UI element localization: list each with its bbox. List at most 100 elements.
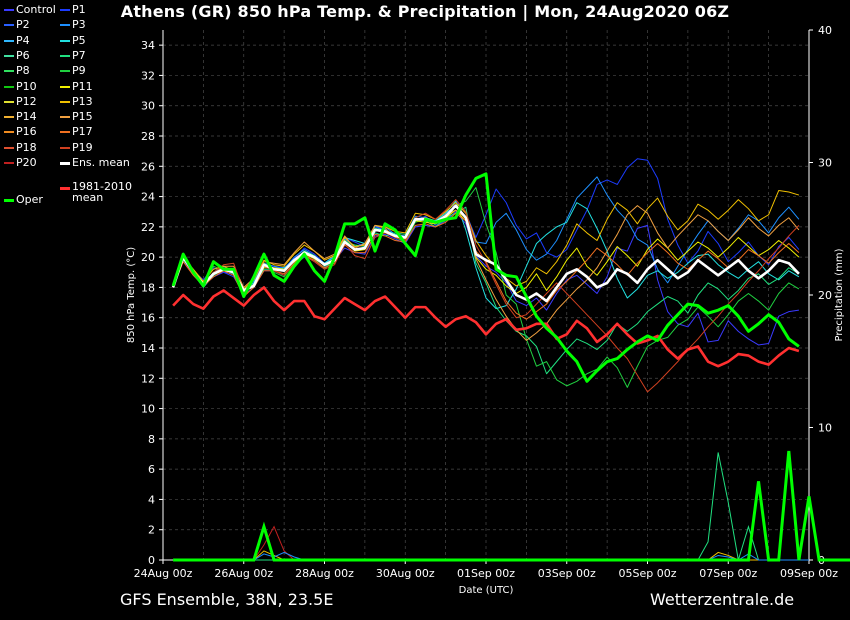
x-axis-label: Date (UTC) [459,585,514,596]
footer-source: Wetterzentrale.de [650,590,795,609]
legend-label: P14 [16,110,37,124]
y-tick-label: 18 [141,281,155,294]
legend-swatch [60,186,70,190]
legend-label: P4 [16,33,30,47]
legend-swatch [60,54,70,57]
legend-swatch [60,9,70,11]
y-tick-label: 0 [148,554,155,567]
y-tick-label: 6 [148,463,155,476]
legend-entry: P16 [4,125,37,138]
legend-swatch [4,162,14,164]
y-tick-label: 14 [141,342,155,355]
y-tick-label: 32 [141,69,155,82]
legend-label: P11 [72,79,93,93]
y-tick-label: 16 [141,312,155,325]
legend-swatch [4,54,14,57]
grid [162,30,810,561]
series-line-1981-2010-mean [172,286,800,368]
legend-swatch [60,24,70,27]
x-tick-label: 05Sep 00z [619,567,677,580]
footer-model-info: GFS Ensemble, 38N, 23.5E [120,590,334,609]
legend-label: Control [16,3,56,16]
legend-swatch [60,131,70,134]
y-tick-label: 12 [141,372,155,385]
legend-label: P1 [72,3,86,16]
legend-entry: P2 [4,18,30,31]
legend-entry: P10 [4,80,37,93]
x-tick-label: 01Sep 00z [457,567,515,580]
legend-label: P16 [16,125,37,139]
y2-tick-label: 30 [818,157,832,170]
legend-swatch [4,131,14,134]
legend-label: P18 [16,140,37,154]
legend-entry: P12 [4,95,37,108]
x-tick-label: 24Aug 00z [134,567,193,580]
legend-entry: P20 [4,156,37,169]
y-tick-label: 34 [141,39,155,52]
legend-label: 1981-2010 mean [72,180,132,204]
legend-swatch [60,100,70,103]
legend-entry: P15 [60,110,93,123]
legend-label: P15 [72,110,93,124]
legend-label: P8 [16,64,30,78]
legend-label: P9 [72,64,86,78]
legend-swatch [4,146,14,149]
x-tick-label: 09Sep 00z [780,567,838,580]
legend-entry: 1981-2010 mean [60,181,142,203]
legend-label: P7 [72,48,86,62]
x-tick-label: 28Aug 00z [295,567,354,580]
legend-label: P6 [16,48,30,62]
y-tick-label: 8 [148,433,155,446]
legend-label: P2 [16,18,30,32]
legend-label: P17 [72,125,93,139]
series-line-p9 [172,186,800,388]
legend-label: P20 [16,156,37,169]
x-axis-ticks: 24Aug 00z 26Aug 00z 28Aug 00z 30Aug 00z 01Se… [134,560,838,580]
legend-entry: Control [4,3,56,16]
legend-swatch [4,70,14,73]
legend-entry: P17 [60,125,93,138]
legend-swatch [4,198,14,202]
y-tick-label: 10 [141,403,155,416]
y2-tick-label: 20 [818,289,832,302]
legend-entry: P19 [60,141,93,154]
temperature-series [171,158,800,393]
chart-title: Athens (GR) 850 hPa Temp. & Precipitatio… [120,2,730,21]
legend-swatch [4,116,14,119]
legend-label: P19 [72,140,93,154]
y-tick-label: 2 [148,524,155,537]
legend-swatch [4,39,14,42]
x-tick-label: 03Sep 00z [538,567,596,580]
series-line-p13 [172,190,800,290]
legend-entry: P8 [4,64,30,77]
legend-label: Oper [16,193,43,206]
legend-swatch [60,85,70,88]
y-tick-label: 22 [141,221,155,234]
legend-entry: P5 [60,34,86,47]
legend-entry: P9 [60,64,86,77]
legend-entry: P4 [4,34,30,47]
y-axis-label: 850 hPa Temp. (°C) [126,247,137,343]
legend-swatch [60,146,70,149]
legend-swatch [4,9,14,11]
y-tick-label: 20 [141,251,155,264]
series-line-ens-mean [171,204,800,303]
y2-tick-label: 40 [818,24,832,37]
legend-entry: Ens. mean [60,156,130,169]
y-tick-label: 4 [148,493,155,506]
x-tick-label: 26Aug 00z [214,567,273,580]
legend: Control P1 P2 P3 P4 P5 P6 P7 P8 P9 P10 P11 P12 P13 P14… [0,0,135,220]
legend-label: Ens. mean [72,156,130,169]
y-tick-label: 30 [141,100,155,113]
legend-label: P13 [72,94,93,108]
legend-entry: P11 [60,80,93,93]
y-tick-label: 28 [141,130,155,143]
legend-entry: P18 [4,141,37,154]
legend-swatch [60,70,70,73]
legend-swatch [60,116,70,119]
series-line-p15 [172,205,800,341]
precip-oper-line [173,450,850,562]
x-tick-label: 07Sep 00z [699,567,757,580]
